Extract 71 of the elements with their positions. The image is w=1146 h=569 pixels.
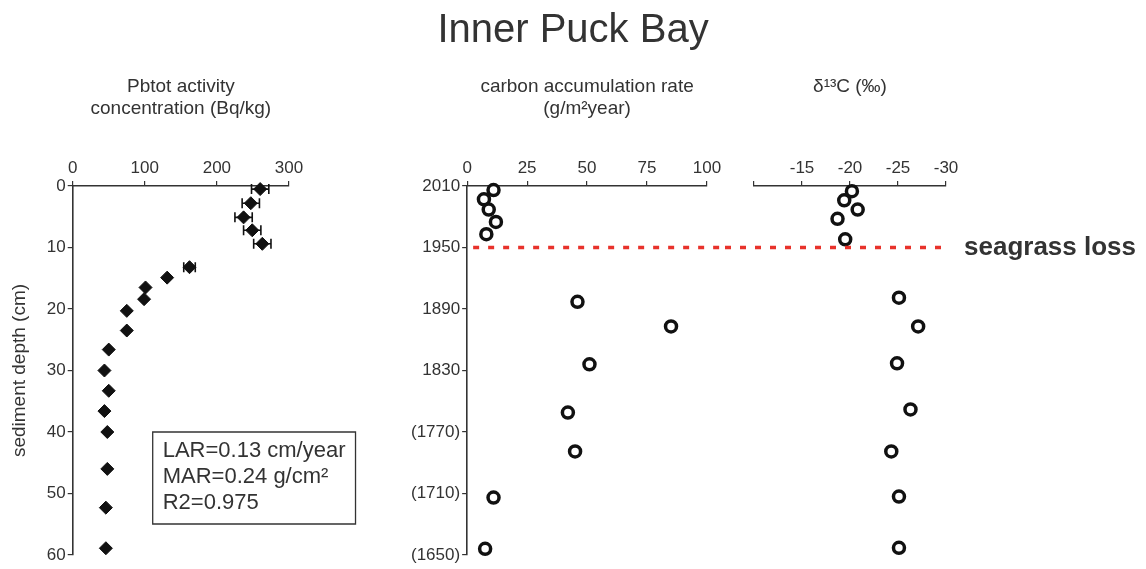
point bbox=[582, 357, 597, 372]
x-tick-label: 100 bbox=[692, 158, 722, 178]
point bbox=[663, 319, 679, 334]
annotation: MAR=0.24 g/cm² bbox=[162, 463, 329, 489]
chart-title: Inner Puck Bay bbox=[436, 6, 710, 51]
x-tick-label: 200 bbox=[202, 158, 232, 178]
point bbox=[884, 444, 899, 459]
y-tick-label: 40 bbox=[46, 421, 66, 441]
point bbox=[98, 500, 113, 515]
point bbox=[837, 232, 853, 247]
x-tick-label: 300 bbox=[274, 158, 304, 178]
point bbox=[488, 214, 504, 230]
x-tick-label: -25 bbox=[885, 158, 911, 178]
point bbox=[98, 541, 113, 556]
point bbox=[486, 182, 501, 198]
y-tick-label: 1830 bbox=[422, 360, 461, 380]
point bbox=[891, 290, 907, 305]
point bbox=[570, 294, 585, 310]
point bbox=[830, 211, 845, 227]
point bbox=[889, 356, 905, 371]
x-axis-title: carbon accumulation rate (g/m²year) bbox=[480, 74, 694, 119]
ref-line-label: seagrass loss bbox=[964, 230, 1137, 261]
y-tick-label: 0 bbox=[56, 175, 66, 195]
x-tick-label: -20 bbox=[837, 158, 863, 178]
point bbox=[479, 226, 494, 242]
point bbox=[160, 270, 175, 285]
point bbox=[567, 444, 583, 459]
y-tick-label: 1950 bbox=[422, 237, 461, 257]
point bbox=[101, 383, 116, 398]
x-tick-label: -30 bbox=[933, 158, 959, 178]
point bbox=[97, 404, 112, 419]
y-axis-title: sediment depth (cm) bbox=[7, 283, 29, 458]
annotation: R2=0.975 bbox=[162, 489, 259, 515]
point bbox=[903, 402, 918, 417]
y-tick-label: 2010 bbox=[422, 175, 461, 195]
x-tick-label: 100 bbox=[130, 158, 159, 178]
point bbox=[119, 323, 134, 338]
x-tick-label: -15 bbox=[789, 158, 815, 178]
point bbox=[891, 540, 907, 556]
point bbox=[486, 490, 501, 505]
point bbox=[476, 192, 492, 207]
y-tick-label: 30 bbox=[46, 360, 66, 380]
x-axis-title: δ¹³C (‰) bbox=[813, 74, 887, 96]
point bbox=[477, 541, 493, 557]
point bbox=[101, 342, 116, 357]
point bbox=[844, 183, 860, 199]
point bbox=[138, 280, 153, 295]
point bbox=[836, 193, 852, 208]
x-tick-label: 50 bbox=[577, 158, 597, 178]
point bbox=[891, 489, 907, 504]
point bbox=[100, 461, 115, 476]
point bbox=[137, 292, 152, 307]
point bbox=[910, 319, 926, 334]
x-tick-label: 25 bbox=[517, 158, 537, 178]
y-tick-label: 1890 bbox=[422, 298, 461, 318]
point bbox=[97, 363, 112, 378]
point bbox=[481, 202, 496, 217]
point bbox=[560, 405, 576, 420]
x-axis-title: Pbtot activity concentration (Bq/kg) bbox=[90, 74, 272, 119]
point bbox=[850, 202, 865, 217]
annotation: LAR=0.13 cm/year bbox=[162, 437, 346, 463]
y-tick-label: (1650) bbox=[411, 544, 461, 564]
point bbox=[100, 425, 115, 439]
x-tick-label: 75 bbox=[637, 158, 657, 178]
point bbox=[119, 303, 134, 318]
y-tick-label: 10 bbox=[46, 237, 66, 257]
y-tick-label: 50 bbox=[46, 483, 66, 503]
y-tick-label: 20 bbox=[46, 298, 66, 318]
y-tick-label: (1710) bbox=[411, 483, 461, 503]
y-tick-label: 60 bbox=[46, 544, 66, 564]
y-tick-label: (1770) bbox=[411, 421, 461, 441]
